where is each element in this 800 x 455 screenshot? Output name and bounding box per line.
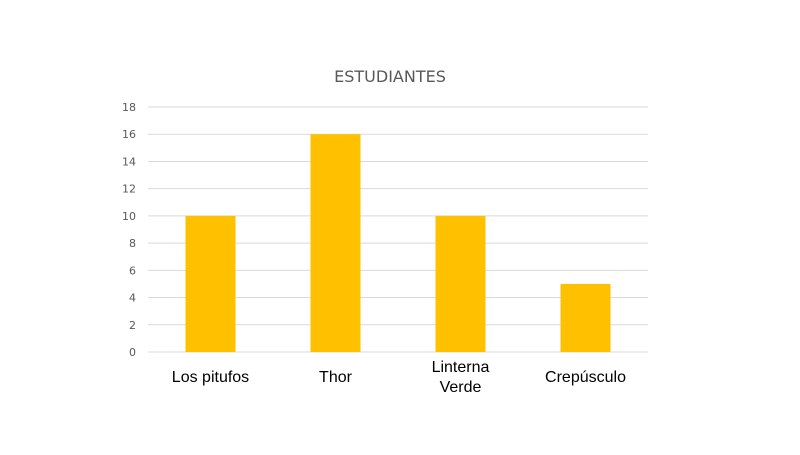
x-tick-label-line: Verde	[440, 379, 482, 396]
y-tick-label: 16	[122, 128, 136, 141]
x-tick-label-line: Linterna	[432, 359, 490, 376]
y-tick-label: 8	[129, 237, 136, 250]
chart-title: ESTUDIANTES	[334, 67, 446, 86]
y-tick-label: 10	[122, 210, 136, 223]
x-tick-label: Los pitufos	[172, 369, 249, 386]
y-tick-label: 4	[129, 292, 136, 305]
y-tick-label: 0	[129, 346, 136, 359]
bar-crep-sculo	[560, 283, 611, 352]
bar-thor	[310, 134, 361, 352]
bars	[185, 134, 611, 352]
y-axis-ticks: 0 2 4 6 8 10 12 14 16 18	[122, 101, 136, 359]
y-tick-label: 12	[122, 183, 136, 196]
bar-linterna-verde	[435, 215, 486, 352]
y-tick-label: 14	[122, 155, 136, 168]
x-tick-label: Thor	[319, 369, 353, 386]
x-axis-ticks: Los pitufos Thor Linterna Verde Crepúsculo	[172, 359, 626, 396]
y-tick-label: 18	[122, 101, 136, 114]
bar-los-pitufos	[185, 215, 236, 352]
y-tick-label: 6	[129, 264, 136, 277]
y-tick-label: 2	[129, 319, 136, 332]
x-tick-label: Crepúsculo	[545, 369, 626, 386]
x-tick-label: Linterna Verde	[432, 359, 490, 396]
